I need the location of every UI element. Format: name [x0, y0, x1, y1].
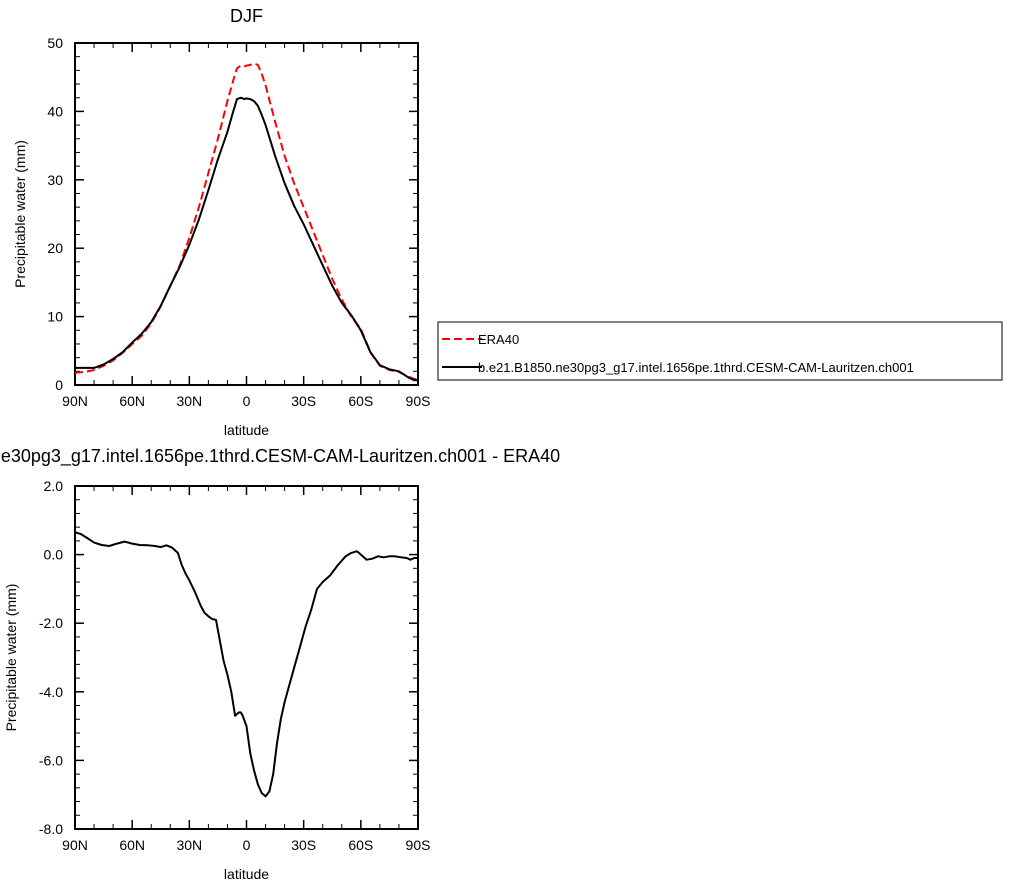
x-tick-label: 0 — [243, 837, 251, 853]
legend-label: b.e21.B1850.ne30pg3_g17.intel.1656pe.1th… — [478, 360, 914, 375]
x-tick-label: 60N — [119, 837, 145, 853]
series-line-1 — [74, 531, 418, 798]
y-axis-title: Precipitable water (mm) — [3, 584, 19, 732]
y-tick-label: 50 — [47, 35, 63, 51]
x-axis-title: latitude — [224, 866, 269, 882]
x-tick-label: 30S — [291, 393, 316, 409]
x-tick-label: 60S — [348, 393, 373, 409]
y-tick-label: -8.0 — [39, 821, 63, 837]
y-tick-label: 0.0 — [44, 547, 64, 563]
y-tick-label: 10 — [47, 309, 63, 325]
y-tick-label: 0 — [55, 377, 63, 393]
legend-box — [437, 321, 1003, 381]
y-tick-label: 30 — [47, 172, 63, 188]
y-tick-label: -4.0 — [39, 684, 63, 700]
x-tick-label: 30N — [176, 393, 202, 409]
chart-title: e30pg3_g17.intel.1656pe.1thrd.CESM-CAM-L… — [1, 446, 560, 467]
x-tick-label: 0 — [243, 393, 251, 409]
chart-2: e30pg3_g17.intel.1656pe.1thrd.CESM-CAM-L… — [1, 446, 560, 882]
x-tick-label: 60S — [348, 837, 373, 853]
y-tick-label: 2.0 — [44, 478, 64, 494]
y-tick-label: 40 — [47, 103, 63, 119]
series-line-1 — [74, 62, 419, 381]
y-tick-label: 20 — [47, 240, 63, 256]
x-tick-label: 30S — [291, 837, 316, 853]
x-tick-label: 90S — [406, 837, 431, 853]
legend: ERA40 b.e21.B1850.ne30pg3_g17.intel.1656p… — [437, 321, 1003, 381]
series-line-2 — [75, 96, 418, 382]
chart-1: DJF 90N 60N 30N 0 30S 60S 90S 0 10 20 30 40 50 latitud… — [12, 6, 1003, 438]
x-axis-title: latitude — [224, 422, 269, 438]
y-axis-title: Precipitable water (mm) — [12, 140, 28, 288]
x-tick-label: 90S — [406, 393, 431, 409]
chart-title: DJF — [230, 6, 263, 26]
x-tick-label: 30N — [176, 837, 202, 853]
y-tick-label: -2.0 — [39, 615, 63, 631]
y-tick-label: -6.0 — [39, 752, 63, 768]
x-tick-label: 60N — [119, 393, 145, 409]
legend-label: ERA40 — [478, 332, 519, 347]
x-tick-label: 90N — [62, 393, 88, 409]
plot-frame — [74, 485, 419, 830]
x-tick-label: 90N — [62, 837, 88, 853]
plot-frame — [74, 42, 419, 386]
